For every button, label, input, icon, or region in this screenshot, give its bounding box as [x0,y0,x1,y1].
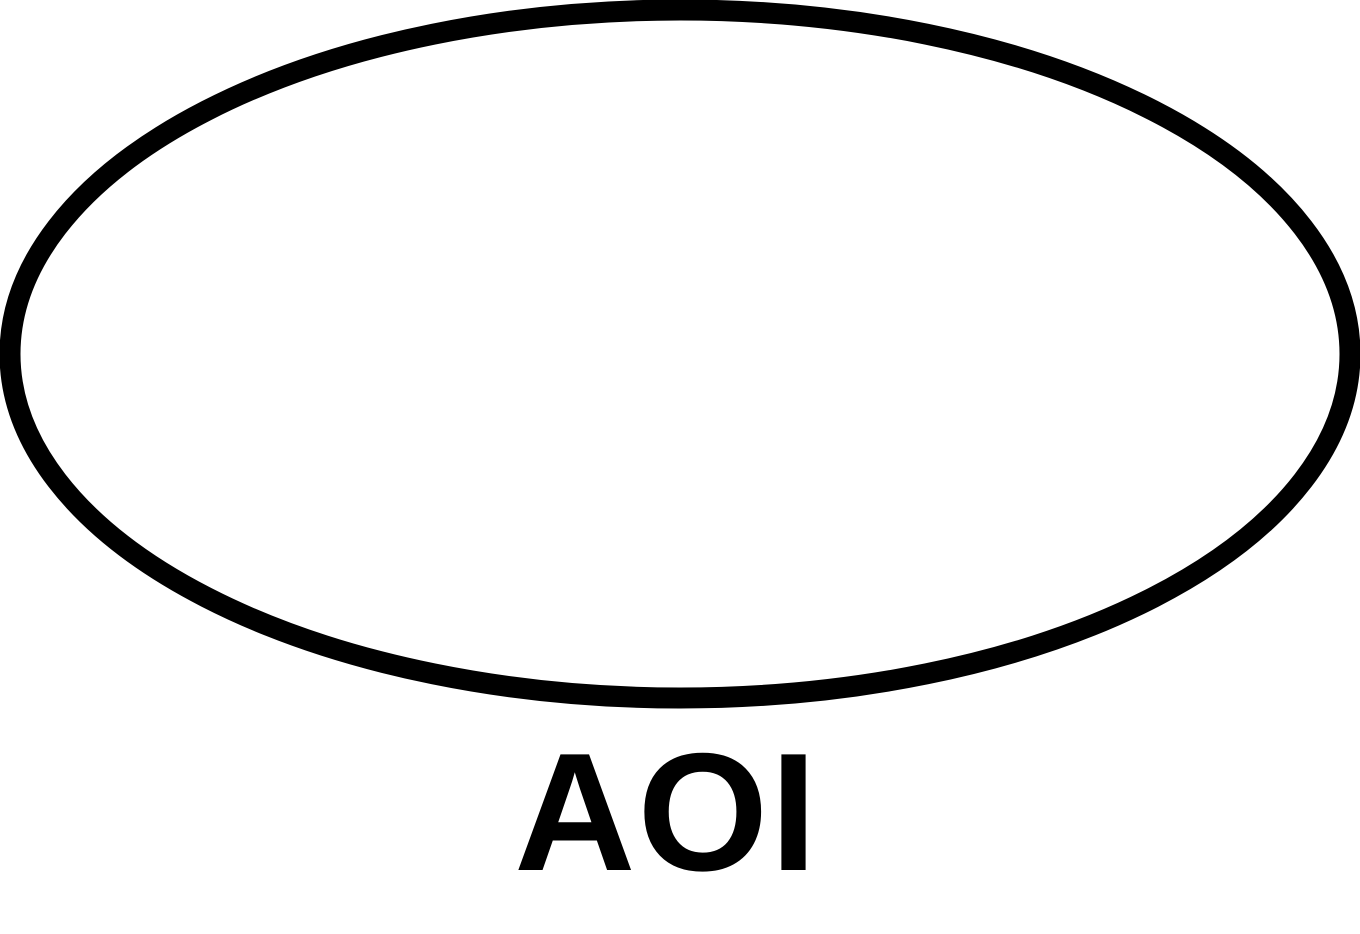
aoi-ellipse [0,0,1360,709]
aoi-label: AOI [514,718,819,906]
